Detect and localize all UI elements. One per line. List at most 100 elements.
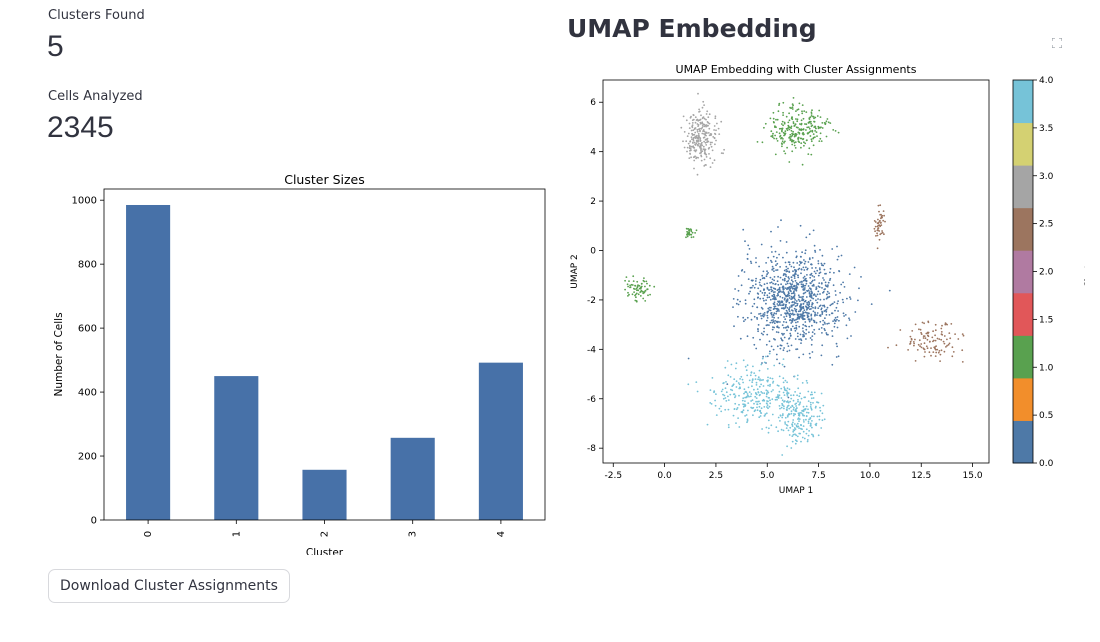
umap-point [918, 328, 920, 331]
umap-point [782, 381, 785, 384]
umap-point [638, 284, 641, 287]
umap-point [785, 127, 788, 130]
umap-point [809, 422, 812, 425]
umap-point [795, 110, 797, 112]
umap-point [771, 377, 774, 380]
umap-point [645, 280, 648, 283]
umap-point [812, 297, 815, 300]
umap-point [782, 391, 785, 394]
umap-point [815, 131, 818, 133]
umap-point [759, 297, 762, 300]
umap-point [790, 135, 792, 138]
fullscreen-icon[interactable] [1046, 32, 1068, 54]
download-cluster-assignments-button[interactable]: Download Cluster Assignments [48, 569, 290, 603]
umap-point [793, 313, 796, 316]
umap-point [747, 402, 750, 404]
umap-point [713, 125, 716, 127]
umap-point [802, 284, 805, 287]
umap-point [779, 290, 781, 292]
umap-point [771, 321, 774, 324]
umap-point [802, 353, 805, 356]
umap-point [741, 399, 744, 402]
umap-point [793, 406, 795, 409]
umap-point [701, 106, 704, 109]
umap-point [782, 349, 785, 352]
umap-point [790, 117, 793, 120]
umap-point [836, 326, 839, 329]
umap-point [766, 333, 769, 336]
umap-point [920, 343, 923, 345]
umap-point [774, 297, 777, 299]
umap-cluster-4-group [687, 352, 809, 430]
umap-point [788, 289, 791, 291]
umap-point [792, 310, 794, 312]
umap-point [725, 381, 727, 383]
umap-point [755, 381, 758, 384]
umap-point [691, 125, 693, 128]
umap-point [807, 390, 810, 393]
umap-point [820, 354, 823, 357]
umap-point [743, 392, 745, 395]
umap-point [698, 145, 701, 148]
umap-point [928, 351, 931, 354]
umap-scatter-chart: UMAP Embedding with Cluster Assignments-… [570, 63, 1085, 496]
umap-point [722, 152, 724, 155]
umap-point [814, 125, 817, 128]
umap-point [692, 114, 695, 116]
umap-point [750, 262, 753, 264]
umap-point [785, 424, 788, 426]
umap-point [628, 280, 630, 282]
umap-point [830, 303, 833, 306]
umap-point [691, 122, 694, 124]
umap-point [697, 137, 699, 140]
umap-cluster-4-group [767, 374, 826, 456]
umap-point [804, 311, 807, 314]
umap-point [794, 147, 797, 149]
umap-point [703, 133, 705, 135]
umap-point [807, 420, 810, 423]
umap-point [802, 334, 805, 336]
umap-point [760, 306, 763, 309]
umap-point [634, 288, 636, 290]
umap-point [817, 290, 820, 293]
umap-point [769, 383, 771, 386]
umap-point [811, 339, 813, 341]
umap-point [772, 255, 775, 258]
umap-point [810, 113, 813, 115]
umap-point [770, 261, 773, 263]
umap-point [738, 426, 741, 428]
umap-point [796, 118, 799, 121]
umap-point [809, 401, 812, 404]
umap-point [770, 312, 773, 314]
umap-point [711, 141, 713, 144]
umap-point [825, 120, 828, 123]
umap-point [834, 290, 837, 292]
umap-point [810, 391, 813, 394]
umap-point [763, 288, 765, 291]
umap-point [802, 323, 805, 326]
umap-point [780, 307, 783, 310]
umap-point [795, 286, 797, 289]
umap-point [744, 365, 747, 368]
umap-point [646, 288, 648, 291]
umap-point [799, 333, 802, 336]
umap-point [769, 399, 771, 402]
umap-point [765, 395, 768, 398]
umap-point [809, 120, 812, 123]
umap-point [788, 161, 791, 163]
umap-point [796, 374, 799, 377]
umap-point [705, 144, 708, 146]
umap-point [709, 402, 712, 404]
umap-point [738, 383, 741, 386]
umap-point [756, 141, 759, 143]
umap-point [811, 351, 814, 353]
umap-point [786, 381, 788, 384]
umap-point [800, 280, 803, 283]
umap-point [801, 428, 803, 431]
umap-point [795, 270, 797, 273]
umap-point [757, 293, 760, 295]
umap-point [810, 273, 812, 276]
umap-point [777, 331, 780, 334]
umap-point [910, 338, 913, 341]
umap-point [797, 294, 800, 297]
